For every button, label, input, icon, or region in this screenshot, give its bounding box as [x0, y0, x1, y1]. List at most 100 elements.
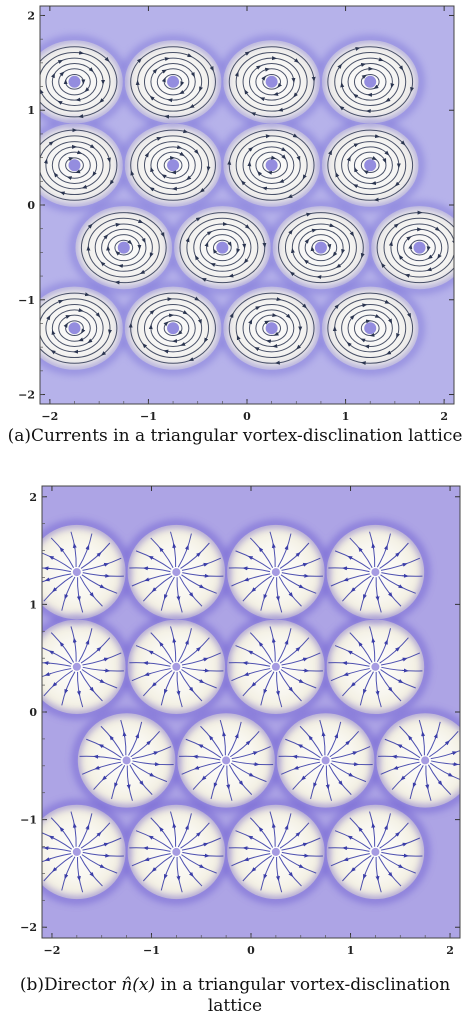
director-arrow — [193, 765, 201, 770]
vortex-core — [265, 75, 278, 88]
director-arrow — [401, 657, 408, 662]
director-streamline — [179, 755, 221, 761]
director-arrow — [184, 544, 189, 551]
director-arrow — [397, 584, 404, 589]
vortex-core — [167, 75, 180, 88]
director-arrow — [64, 873, 69, 880]
current-arrow — [149, 309, 155, 315]
director-arrow — [363, 593, 367, 600]
domain-boundary — [316, 119, 424, 211]
director-streamline — [160, 576, 175, 611]
director-streamline — [182, 572, 224, 577]
director-arrow — [144, 577, 151, 582]
director-arrow — [388, 871, 393, 878]
director-streamline — [129, 847, 171, 852]
disclination-core — [222, 756, 231, 765]
director-streamline — [249, 632, 274, 663]
director-arrow — [298, 678, 305, 684]
caption-a: (a)Currents in a triangular vortex-discl… — [7, 426, 463, 446]
director-streamline — [231, 853, 271, 867]
current-loop — [360, 73, 380, 90]
director-arrow — [197, 744, 204, 749]
director-streamline — [79, 755, 121, 761]
director-streamline — [281, 761, 321, 775]
current-loop — [114, 239, 134, 256]
director-streamline — [128, 721, 143, 756]
current-loop — [58, 314, 91, 342]
director-streamline — [429, 762, 460, 781]
director-streamline — [81, 574, 118, 594]
x-tick-label: 2 — [446, 944, 454, 957]
vortex-core — [167, 159, 180, 172]
vortex-core — [117, 241, 130, 254]
director-arrow — [109, 735, 114, 741]
director-streamline — [376, 813, 391, 848]
director-streamline — [276, 857, 283, 893]
director-arrow — [139, 780, 144, 786]
director-arrow — [383, 824, 388, 831]
disclination-core — [172, 568, 181, 577]
director-plot: −2 −1 0 1 2 −2 −1 0 1 2 — [20, 485, 461, 957]
current-arrow — [328, 149, 332, 156]
x-tick-label: 0 — [243, 410, 251, 423]
current-loop — [298, 228, 344, 267]
director-arrow — [52, 867, 58, 872]
current-arrow — [384, 299, 390, 304]
director-streamline — [135, 550, 172, 570]
director-arrow — [395, 646, 401, 652]
director-streamline — [131, 853, 171, 867]
director-streamline — [391, 763, 422, 790]
current-arrow — [398, 65, 404, 71]
director-arrow — [102, 842, 110, 847]
director-streamline — [226, 765, 233, 801]
disclination-core — [271, 662, 280, 671]
director-arrow — [44, 672, 51, 676]
director-streamline — [42, 668, 72, 678]
director-arrow — [59, 826, 65, 832]
director-arrow — [151, 587, 157, 593]
director-streamline — [142, 855, 173, 882]
current-loop — [235, 51, 308, 112]
director-arrow — [288, 592, 294, 598]
director-streamline — [384, 738, 421, 759]
current-arrow — [149, 95, 155, 101]
director-streamline — [328, 764, 352, 795]
director-arrow — [102, 657, 110, 662]
director-streamline — [111, 765, 126, 800]
director-streamline — [177, 533, 192, 568]
current-loop — [40, 46, 118, 118]
domain-boundary — [321, 800, 430, 904]
director-streamline — [228, 847, 271, 852]
current-loop — [341, 304, 400, 353]
director-streamline — [409, 765, 424, 800]
caption-b: (b)Director n̂(x) in a triangular vortex… — [0, 975, 470, 1017]
director-streamline — [381, 572, 423, 577]
current-arrow — [346, 341, 352, 347]
director-streamline — [181, 837, 221, 851]
current-arrow — [293, 92, 298, 98]
current-arrow — [381, 262, 386, 268]
director-streamline — [260, 576, 275, 611]
current-loop — [206, 234, 239, 262]
current-loop — [40, 51, 111, 112]
director-streamline — [81, 761, 122, 775]
director-streamline — [281, 652, 321, 666]
director-streamline — [277, 628, 292, 663]
disclination-core — [421, 756, 430, 765]
director-arrow — [284, 824, 289, 831]
current-loop — [212, 239, 232, 256]
disclination-core — [72, 847, 81, 856]
director-arrow — [213, 782, 218, 788]
plot-area — [42, 486, 460, 938]
director-streamline — [129, 764, 153, 795]
current-loop — [101, 228, 147, 267]
y-tick-label: −1 — [18, 294, 35, 307]
director-streamline — [42, 573, 72, 583]
director-streamline — [82, 652, 122, 666]
director-streamline — [42, 567, 71, 573]
director-streamline — [231, 760, 274, 766]
director-arrow — [397, 864, 404, 869]
director-streamline — [277, 813, 292, 848]
director-streamline — [325, 765, 332, 801]
current-loop — [156, 151, 190, 179]
